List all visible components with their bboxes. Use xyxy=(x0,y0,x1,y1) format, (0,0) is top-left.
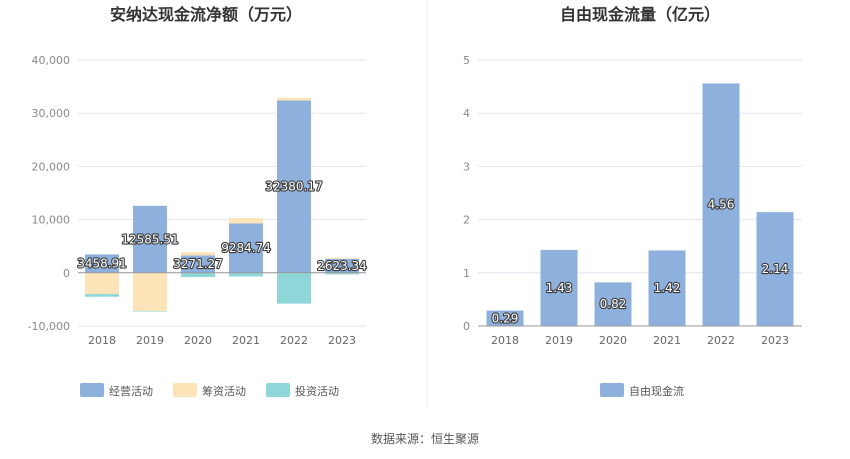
right-data-label: 4.56 xyxy=(708,198,735,212)
right-y-tick-label: 5 xyxy=(463,54,470,67)
right-x-tick-label: 2023 xyxy=(761,334,789,347)
left-data-label: 9284.74 xyxy=(221,241,271,255)
left-plot-area: -10,000 0 10,000 20,000 30,000 40,000 2018 2019… xyxy=(28,54,368,347)
left-y-tick-label: 40,000 xyxy=(32,54,71,67)
left-y-tick-label: 0 xyxy=(63,267,70,280)
left-bar-经营活动-2019 xyxy=(133,205,167,273)
left-legend: 经营活动 筹资活动 投资活动 xyxy=(80,383,339,398)
cashflow-net-chart: 安纳达现金流净额（万元） -10,000 0 10,000 20,000 30,000 4… xyxy=(28,5,368,398)
left-bar-投资活动-2020 xyxy=(181,272,215,278)
right-data-label: 1.43 xyxy=(546,281,573,295)
left-bar-经营活动-2023 xyxy=(325,258,359,273)
left-bar-经营活动-2022 xyxy=(277,100,311,273)
left-x-tick-label: 2020 xyxy=(184,334,212,347)
left-data-label: 3271.27 xyxy=(173,257,223,271)
left-bar-投资活动-2019 xyxy=(133,311,167,312)
left-legend-swatch xyxy=(80,383,104,397)
left-x-tick-label: 2021 xyxy=(232,334,260,347)
left-y-tick-label: 30,000 xyxy=(32,107,71,120)
left-legend-label: 筹资活动 xyxy=(202,384,246,398)
right-bar-自由现金流-2020 xyxy=(594,282,632,326)
right-bar-自由现金流-2018 xyxy=(486,310,524,326)
right-y-tick-label: 0 xyxy=(463,320,470,333)
left-x-tick-label: 2023 xyxy=(328,334,356,347)
right-data-label: 0.82 xyxy=(600,297,627,311)
left-x-tick-label: 2022 xyxy=(280,334,308,347)
left-y-tick-label: -10,000 xyxy=(28,320,70,333)
right-y-tick-label: 2 xyxy=(463,214,470,227)
left-legend-item[interactable]: 经营活动 xyxy=(80,383,153,398)
left-bar-投资活动-2021 xyxy=(229,272,263,277)
left-bar-筹资活动-2021 xyxy=(229,218,263,224)
left-y-tick-label: 20,000 xyxy=(32,160,71,173)
right-x-tick-label: 2021 xyxy=(653,334,681,347)
right-legend-swatch xyxy=(600,383,624,397)
left-bar-投资活动-2018 xyxy=(85,294,119,297)
left-bar-经营活动-2018 xyxy=(85,254,119,273)
left-legend-label: 投资活动 xyxy=(295,384,339,398)
left-x-tick-label: 2018 xyxy=(88,334,116,347)
left-data-label: 32380.17 xyxy=(265,180,322,194)
right-data-label: 2.14 xyxy=(762,262,789,276)
right-x-tick-label: 2018 xyxy=(491,334,519,347)
left-data-label: 12585.51 xyxy=(121,232,178,246)
left-bar-筹资活动-2022 xyxy=(277,97,311,101)
left-x-tick-label: 2019 xyxy=(136,334,164,347)
left-bar-筹资活动-2023 xyxy=(325,257,359,259)
source-note: 数据来源：恒生聚源 xyxy=(371,431,479,446)
free-cashflow-chart: 自由现金流量（亿元） 0 1 2 3 4 5 2018 2019 2020 2021 2022 202… xyxy=(463,5,802,398)
right-legend: 自由现金流 xyxy=(600,383,684,398)
right-x-tick-label: 2020 xyxy=(599,334,627,347)
left-chart-title: 安纳达现金流净额（万元） xyxy=(110,5,302,24)
left-y-tick-label: 10,000 xyxy=(32,214,71,227)
left-legend-label: 经营活动 xyxy=(109,384,153,398)
right-legend-label: 自由现金流 xyxy=(629,384,684,398)
right-x-tick-label: 2019 xyxy=(545,334,573,347)
right-bar-自由现金流-2022 xyxy=(702,83,740,327)
right-y-tick-label: 4 xyxy=(463,107,470,120)
right-plot-area: 0 1 2 3 4 5 2018 2019 2020 2021 2022 2023 0.29 1.43 0.… xyxy=(463,54,802,347)
left-bar-经营活动-2020 xyxy=(181,255,215,273)
left-bar-筹资活动-2020 xyxy=(181,252,215,256)
left-data-label: 2623.34 xyxy=(317,259,367,273)
right-bar-自由现金流-2021 xyxy=(648,250,686,326)
left-data-label: 3458.91 xyxy=(77,257,127,271)
left-legend-item[interactable]: 筹资活动 xyxy=(173,383,246,398)
left-bar-投资活动-2023 xyxy=(325,272,359,275)
left-legend-swatch xyxy=(266,383,290,397)
right-legend-item[interactable]: 自由现金流 xyxy=(600,383,684,398)
right-x-tick-label: 2022 xyxy=(707,334,735,347)
right-data-label: 1.42 xyxy=(654,281,681,295)
right-y-tick-label: 3 xyxy=(463,160,470,173)
right-data-label: 0.29 xyxy=(492,311,519,325)
left-bar-投资活动-2022 xyxy=(277,272,311,304)
right-bar-自由现金流-2019 xyxy=(540,249,578,326)
right-chart-title: 自由现金流量（亿元） xyxy=(560,5,720,24)
right-y-tick-label: 1 xyxy=(463,267,470,280)
left-legend-item[interactable]: 投资活动 xyxy=(266,383,339,398)
left-bar-筹资活动-2019 xyxy=(133,272,167,312)
right-bar-自由现金流-2023 xyxy=(756,212,794,326)
left-bar-筹资活动-2018 xyxy=(85,272,119,295)
left-legend-swatch xyxy=(173,383,197,397)
left-bar-经营活动-2021 xyxy=(229,223,263,273)
